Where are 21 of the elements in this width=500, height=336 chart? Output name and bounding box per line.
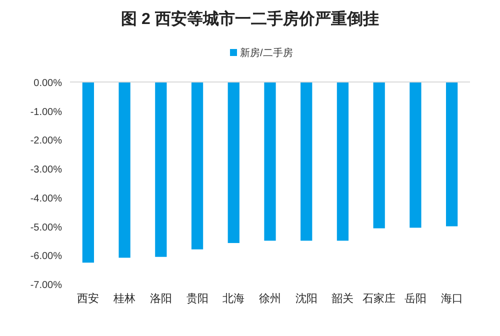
x-tick-label: 贵阳 bbox=[186, 292, 208, 305]
x-tick-label: 洛阳 bbox=[150, 293, 172, 305]
x-tick-label: 岳阳 bbox=[404, 292, 426, 305]
y-tick-label: 0.00% bbox=[34, 78, 62, 89]
x-tick-label: 海口 bbox=[440, 293, 463, 305]
y-tick-label: -4.00% bbox=[30, 193, 62, 204]
legend-label: 新房/二手房 bbox=[240, 47, 293, 59]
x-tick-label: 石家庄 bbox=[362, 292, 396, 305]
x-tick-label: 西安 bbox=[77, 292, 100, 305]
chart-title: 图 2 西安等城市一二手房价严重倒挂 bbox=[121, 9, 379, 28]
y-tick-label: -2.00% bbox=[30, 136, 62, 147]
x-tick-label: 北海 bbox=[222, 292, 245, 305]
y-tick-label: -1.00% bbox=[30, 106, 62, 118]
x-tick-label: 沈阳 bbox=[295, 292, 318, 305]
x-tick-label: 韶关 bbox=[332, 292, 354, 305]
x-tick-label: 桂林 bbox=[112, 292, 136, 305]
y-tick-label: -5.00% bbox=[30, 222, 62, 234]
y-tick-label: -7.00% bbox=[30, 280, 62, 291]
y-tick-label: -3.00% bbox=[30, 164, 62, 176]
x-tick-label: 徐州 bbox=[259, 292, 281, 305]
y-tick-label: -6.00% bbox=[30, 251, 62, 262]
